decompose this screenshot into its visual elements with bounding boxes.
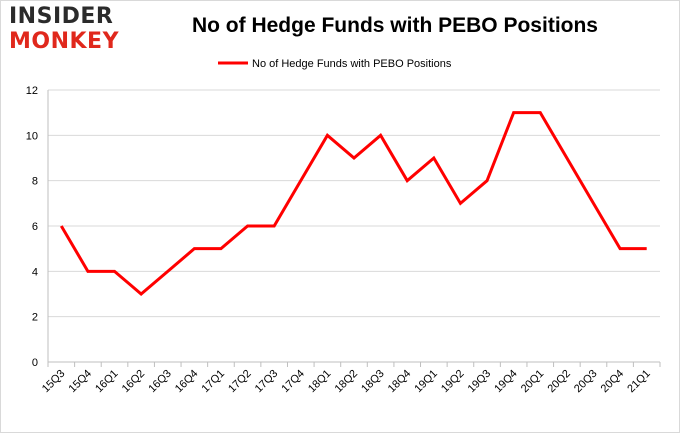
x-tick-label: 16Q3 xyxy=(146,368,174,396)
y-tick-label: 2 xyxy=(32,312,38,324)
x-tick-label: 20Q4 xyxy=(599,368,627,396)
x-tick-label: 17Q2 xyxy=(226,368,254,396)
x-tick-label: 15Q4 xyxy=(67,368,95,396)
x-tick-label: 19Q4 xyxy=(492,368,520,396)
legend: No of Hedge Funds with PEBO Positions xyxy=(218,58,452,70)
legend-label: No of Hedge Funds with PEBO Positions xyxy=(252,58,452,70)
x-tick-label: 19Q1 xyxy=(412,368,440,396)
logo-line-1: INSIDER xyxy=(9,4,114,29)
x-tick-label: 16Q2 xyxy=(120,368,148,396)
x-tick-labels: 15Q3 15Q4 16Q1 16Q2 16Q3 16Q4 17Q1 17Q2 17Q3 17Q4… xyxy=(40,368,653,396)
y-tick-label: 0 xyxy=(32,357,38,369)
y-tick-label: 8 xyxy=(32,176,38,188)
x-tick-label: 16Q1 xyxy=(93,368,121,396)
axes xyxy=(47,90,661,367)
gridlines xyxy=(48,89,660,318)
x-tick-label: 18Q4 xyxy=(386,368,414,396)
logo-line-2: MONKEY xyxy=(9,29,120,54)
y-tick-label: 12 xyxy=(26,85,38,97)
y-tick-labels: 0 2 4 6 8 10 12 xyxy=(26,85,38,369)
series-group xyxy=(60,111,647,296)
y-tick-label: 6 xyxy=(32,221,38,233)
x-tick-label: 19Q3 xyxy=(466,368,494,396)
y-tick-label: 10 xyxy=(26,130,38,142)
x-tick-label: 18Q1 xyxy=(306,368,334,396)
x-tick-label: 17Q3 xyxy=(253,368,281,396)
x-tick-label: 20Q3 xyxy=(572,368,600,396)
x-tick-label: 20Q1 xyxy=(519,368,547,396)
x-tick-label: 19Q2 xyxy=(439,368,467,396)
x-tick-label: 21Q1 xyxy=(625,368,653,396)
insider-monkey-logo: INSIDER MONKEY xyxy=(9,4,127,56)
x-tick-label: 17Q4 xyxy=(279,368,307,396)
chart-title: No of Hedge Funds with PEBO Positions xyxy=(191,14,598,37)
x-tick-label: 17Q1 xyxy=(200,368,228,396)
x-tick-label: 18Q2 xyxy=(333,368,361,396)
x-tick-label: 18Q3 xyxy=(359,368,387,396)
y-tick-label: 4 xyxy=(32,266,38,278)
series-line xyxy=(60,111,647,296)
x-tick-label: 20Q2 xyxy=(545,368,573,396)
x-tick-label: 16Q4 xyxy=(173,368,201,396)
x-tick-label: 15Q3 xyxy=(40,368,68,396)
